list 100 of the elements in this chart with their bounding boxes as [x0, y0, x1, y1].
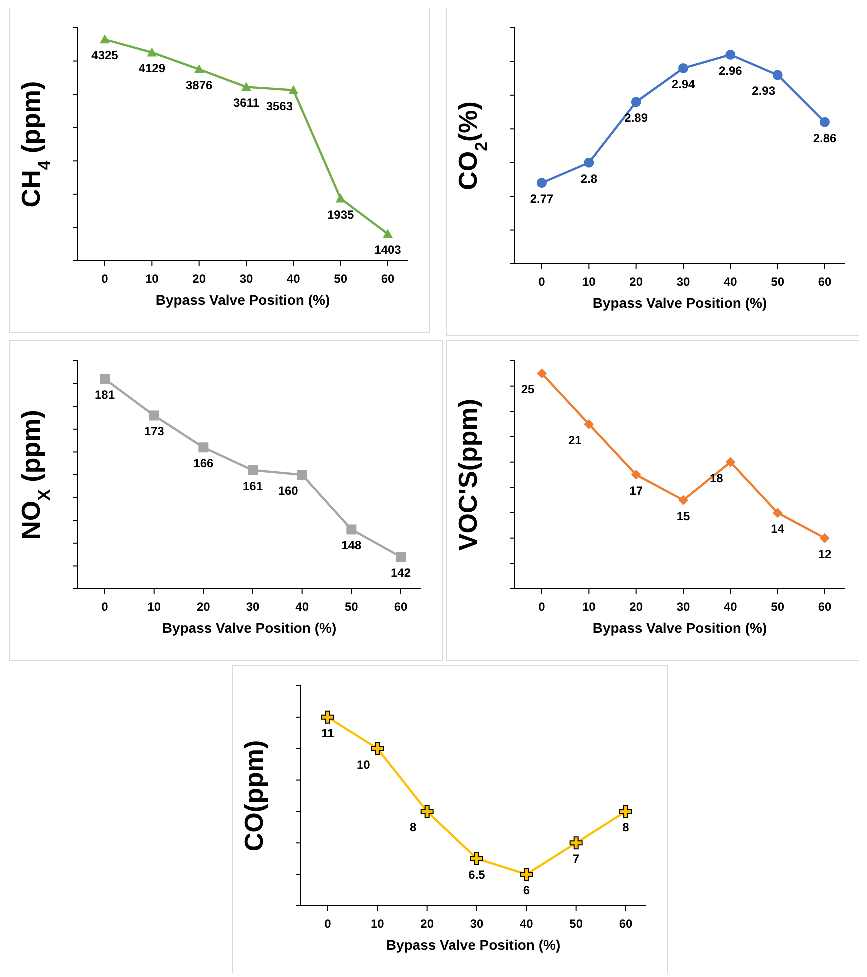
x-tick-label: 0 [538, 600, 546, 614]
x-tick-label: 60 [381, 272, 395, 286]
x-tick-label: 60 [394, 600, 408, 614]
data-label: 2.96 [718, 64, 743, 78]
data-label: 8 [622, 820, 630, 835]
point [242, 82, 252, 92]
point [470, 852, 484, 866]
x-tick-label: 50 [771, 275, 785, 289]
x-tick-label: 50 [771, 600, 785, 614]
x-tick-label: 40 [296, 600, 310, 614]
data-label: 3563 [266, 99, 294, 114]
point [726, 50, 736, 60]
data-label: 14 [771, 522, 785, 536]
x-tick-label: 50 [334, 272, 348, 286]
x-tick-label: 20 [630, 600, 644, 614]
data-label: 17 [630, 484, 644, 498]
x-tick-label: 60 [818, 275, 832, 289]
point [396, 552, 406, 562]
y-axis-title: VOC'S(ppm) [453, 398, 483, 552]
x-tick-label: 40 [724, 600, 738, 614]
point [820, 117, 830, 128]
data-label: 6 [523, 884, 530, 898]
x-tick-label: 0 [102, 272, 109, 286]
x-tick-label: 10 [582, 275, 596, 289]
point [772, 508, 783, 518]
point [336, 194, 346, 203]
x-tick-label: 30 [676, 275, 690, 289]
point [726, 457, 736, 468]
data-label: 160 [278, 484, 299, 498]
x-tick-label: 10 [148, 600, 162, 614]
x-axis-title: Bypass Valve Position (%) [386, 937, 561, 953]
x-tick-label: 0 [538, 275, 546, 289]
x-tick-label: 40 [724, 275, 738, 289]
point [620, 805, 632, 818]
point [100, 34, 110, 44]
point [820, 533, 830, 544]
point [520, 868, 534, 882]
point [288, 85, 299, 94]
point [371, 742, 384, 756]
data-label: 10 [356, 758, 371, 772]
data-label: 2.8 [580, 172, 598, 186]
x-tick-label: 30 [246, 600, 260, 614]
point [537, 368, 547, 379]
x-tick-label: 50 [344, 600, 359, 614]
x-axis-title: Bypass Valve Position (%) [156, 292, 330, 308]
x-tick-label: 40 [520, 917, 534, 931]
data-label: 161 [242, 479, 264, 494]
point [570, 836, 583, 850]
data-label: 11 [322, 726, 335, 740]
point [537, 178, 547, 188]
point [322, 710, 334, 724]
point [678, 495, 688, 506]
x-tick-label: 20 [192, 272, 206, 286]
x-tick-label: 30 [470, 917, 484, 931]
point [346, 524, 357, 535]
data-label: 173 [144, 424, 165, 439]
x-tick-label: 20 [630, 275, 644, 289]
x-axis-title: Bypass Valve Position (%) [162, 620, 337, 636]
data-label: 3876 [186, 78, 214, 93]
data-label: 148 [342, 538, 362, 553]
point [584, 419, 594, 430]
x-tick-label: 20 [196, 600, 211, 614]
point [631, 470, 642, 480]
data-label: 1403 [374, 243, 402, 258]
x-tick-label: 60 [818, 600, 832, 614]
x-tick-label: 30 [240, 272, 254, 286]
data-label: 6.5 [468, 868, 486, 882]
x-tick-label: 60 [619, 917, 633, 931]
point [248, 465, 258, 476]
point [584, 158, 594, 168]
point [772, 70, 783, 80]
data-label: 2.89 [624, 111, 648, 126]
data-label: 25 [521, 382, 535, 397]
x-tick-label: 10 [582, 600, 596, 614]
data-label: 2.86 [813, 131, 837, 146]
data-label: 18 [710, 471, 724, 486]
data-label: 12 [818, 547, 832, 562]
data-label: 7 [572, 852, 580, 866]
data-label: 181 [94, 388, 116, 402]
point [420, 805, 434, 818]
point [149, 410, 160, 421]
data-label: 3611 [233, 96, 260, 110]
point [100, 374, 110, 384]
point [198, 442, 209, 453]
data-label: 21 [568, 433, 582, 448]
x-tick-label: 0 [324, 917, 332, 931]
point [147, 48, 158, 57]
data-label: 15 [676, 509, 690, 524]
data-label: 2.93 [752, 84, 776, 98]
x-tick-label: 0 [102, 600, 109, 614]
data-label: 142 [390, 566, 412, 580]
data-label: 4129 [138, 62, 166, 76]
x-axis-title: Bypass Valve Position (%) [592, 620, 768, 636]
point [631, 97, 642, 108]
point [194, 64, 204, 74]
point [383, 229, 393, 238]
x-tick-label: 50 [570, 917, 584, 931]
data-label: 8 [410, 820, 417, 835]
x-axis-title: Bypass Valve Position (%) [592, 295, 768, 311]
data-label: 1935 [327, 208, 355, 222]
